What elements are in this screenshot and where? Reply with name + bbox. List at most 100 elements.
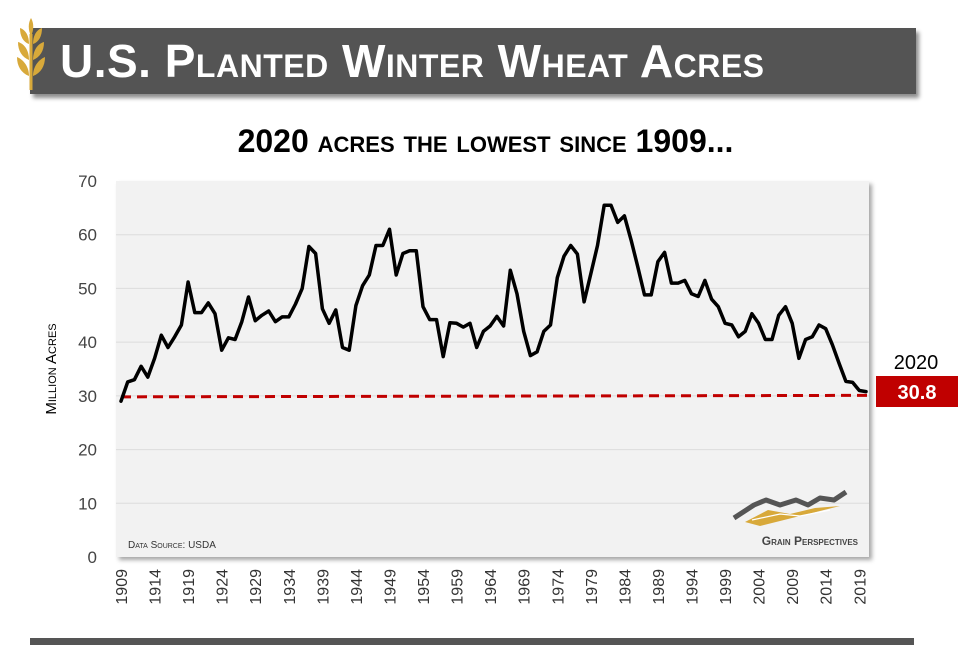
data-point (448, 321, 452, 325)
data-point (327, 322, 331, 325)
data-point (663, 251, 666, 254)
data-point (589, 272, 593, 276)
data-point (180, 323, 183, 327)
data-point (804, 338, 807, 341)
x-tick-label: 1939 (315, 569, 332, 605)
y-tick-label: 60 (78, 226, 97, 245)
x-tick-label: 2009 (785, 569, 802, 605)
data-point (186, 280, 190, 284)
data-point (254, 319, 257, 322)
data-point (368, 273, 371, 277)
footer-rule (30, 638, 914, 645)
data-point (623, 214, 626, 218)
data-point (703, 279, 707, 282)
data-point (388, 228, 391, 231)
data-point (240, 320, 244, 323)
data-point (509, 268, 512, 272)
data-point (603, 203, 606, 207)
data-point (636, 265, 640, 269)
data-point (529, 354, 532, 357)
data-point (153, 357, 156, 360)
x-tick-label: 1944 (349, 569, 366, 605)
data-point (858, 389, 861, 392)
data-point (488, 324, 492, 328)
callout-year: 2020 (894, 352, 939, 374)
data-point (475, 346, 478, 349)
data-point (421, 305, 425, 308)
data-point (556, 276, 559, 279)
x-tick-label: 1999 (718, 569, 735, 605)
data-point (321, 307, 324, 311)
data-point (126, 380, 129, 384)
data-point (502, 324, 505, 328)
grain-perspectives-logo: Grain Perspectives (732, 489, 859, 548)
data-point (408, 249, 411, 253)
data-point (542, 330, 546, 333)
data-point (341, 346, 344, 349)
data-point (173, 335, 176, 338)
data-point (609, 203, 613, 207)
data-point (522, 330, 525, 333)
data-point (844, 380, 848, 383)
data-point (227, 336, 230, 340)
data-point (220, 349, 223, 352)
data-point (495, 315, 499, 318)
data-point (455, 322, 458, 325)
data-point (213, 312, 217, 315)
x-tick-label: 1929 (248, 569, 265, 605)
data-point (764, 338, 767, 341)
data-point (119, 400, 123, 403)
data-point (267, 309, 270, 313)
x-tick-label: 2019 (852, 569, 869, 605)
x-tick-label: 1914 (148, 569, 165, 605)
y-tick-label: 20 (78, 441, 97, 460)
data-point (200, 311, 203, 314)
data-point (670, 281, 673, 285)
x-tick-label: 1964 (483, 569, 500, 605)
data-point (616, 221, 619, 224)
data-point (831, 343, 834, 347)
wheat-logo-icon (17, 18, 45, 90)
data-point (274, 320, 277, 323)
data-point (415, 249, 418, 253)
data-point (811, 335, 814, 338)
data-point (334, 308, 337, 312)
data-point (394, 273, 398, 277)
data-point (133, 378, 136, 381)
data-point (535, 350, 539, 354)
data-point (401, 252, 405, 255)
data-point (582, 300, 586, 304)
data-point (676, 281, 680, 285)
data-point (576, 252, 579, 256)
x-tick-label: 1969 (517, 569, 534, 605)
data-point (757, 322, 760, 325)
data-point (717, 305, 720, 308)
data-point (441, 355, 445, 358)
callout-value: 30.8 (898, 382, 937, 404)
data-point (166, 346, 170, 349)
reference-line (120, 393, 871, 399)
data-point (139, 365, 143, 368)
data-point (354, 304, 358, 307)
data-point (280, 315, 284, 319)
y-tick-label: 0 (88, 548, 97, 567)
y-tick-label: 50 (78, 279, 97, 298)
x-tick-label: 1909 (114, 569, 131, 605)
data-point (596, 244, 599, 247)
y-tick-label: 30 (78, 387, 97, 406)
data-point (562, 255, 566, 258)
y-axis-label: Million Acres (43, 323, 60, 414)
data-point (301, 287, 304, 290)
x-tick-label: 1919 (181, 569, 198, 605)
data-point (690, 292, 693, 295)
data-point (797, 357, 801, 360)
series-line (119, 203, 868, 403)
x-tick-label: 2004 (752, 569, 769, 605)
data-point (784, 305, 787, 308)
data-point (790, 322, 794, 325)
y-tick-label: 10 (78, 494, 97, 513)
x-tick-label: 1954 (416, 569, 433, 605)
data-point (482, 330, 485, 333)
data-point (207, 301, 210, 305)
